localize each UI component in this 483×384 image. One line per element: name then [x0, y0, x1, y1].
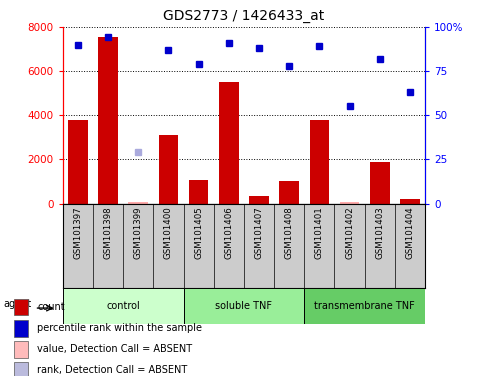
Text: transmembrane TNF: transmembrane TNF: [314, 301, 415, 311]
Text: rank, Detection Call = ABSENT: rank, Detection Call = ABSENT: [38, 366, 188, 376]
Bar: [14, 320, 28, 337]
Text: GSM101406: GSM101406: [224, 206, 233, 259]
Bar: [14, 299, 28, 316]
Text: GSM101401: GSM101401: [315, 206, 324, 259]
Text: GSM101403: GSM101403: [375, 206, 384, 259]
Bar: [279, 182, 299, 204]
Bar: [14, 362, 28, 379]
Text: agent: agent: [3, 300, 31, 310]
Title: GDS2773 / 1426433_at: GDS2773 / 1426433_at: [163, 9, 325, 23]
Bar: [184, 288, 304, 324]
Bar: [304, 288, 425, 324]
Text: GSM101400: GSM101400: [164, 206, 173, 259]
Bar: [98, 37, 118, 204]
Text: GSM101404: GSM101404: [405, 206, 414, 259]
Bar: [370, 162, 390, 204]
Text: GSM101408: GSM101408: [284, 206, 294, 259]
Bar: [128, 202, 148, 204]
Text: GSM101398: GSM101398: [103, 206, 113, 259]
Text: GSM101399: GSM101399: [134, 206, 143, 258]
Text: soluble TNF: soluble TNF: [215, 301, 272, 311]
Bar: [249, 196, 269, 204]
Bar: [68, 120, 88, 204]
Text: GSM101405: GSM101405: [194, 206, 203, 259]
Bar: [340, 202, 359, 204]
Bar: [63, 288, 184, 324]
Text: GSM101407: GSM101407: [255, 206, 264, 259]
Text: GSM101402: GSM101402: [345, 206, 354, 259]
Bar: [310, 120, 329, 204]
Text: control: control: [106, 301, 140, 311]
Bar: [189, 180, 209, 204]
Text: percentile rank within the sample: percentile rank within the sample: [38, 323, 202, 333]
Bar: [400, 199, 420, 204]
Text: value, Detection Call = ABSENT: value, Detection Call = ABSENT: [38, 344, 193, 354]
Bar: [219, 82, 239, 204]
Bar: [14, 341, 28, 358]
Text: count: count: [38, 302, 65, 312]
Bar: [158, 135, 178, 204]
Text: GSM101397: GSM101397: [73, 206, 83, 259]
